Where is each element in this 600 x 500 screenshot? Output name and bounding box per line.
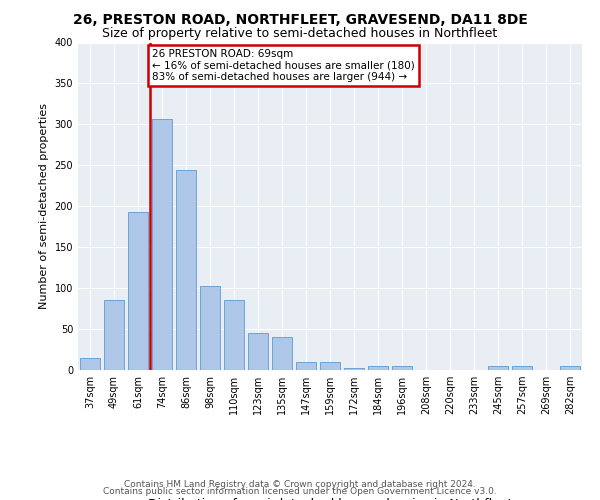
Bar xyxy=(296,362,316,370)
Bar xyxy=(80,358,100,370)
Bar xyxy=(152,118,172,370)
Bar xyxy=(248,333,268,370)
Text: Contains HM Land Registry data © Crown copyright and database right 2024.: Contains HM Land Registry data © Crown c… xyxy=(124,480,476,489)
Text: 26, PRESTON ROAD, NORTHFLEET, GRAVESEND, DA11 8DE: 26, PRESTON ROAD, NORTHFLEET, GRAVESEND,… xyxy=(73,12,527,26)
Bar xyxy=(488,366,508,370)
Text: Contains public sector information licensed under the Open Government Licence v3: Contains public sector information licen… xyxy=(103,487,497,496)
Text: Size of property relative to semi-detached houses in Northfleet: Size of property relative to semi-detach… xyxy=(103,28,497,40)
Text: 26 PRESTON ROAD: 69sqm
← 16% of semi-detached houses are smaller (180)
83% of se: 26 PRESTON ROAD: 69sqm ← 16% of semi-det… xyxy=(152,49,415,82)
Bar xyxy=(104,300,124,370)
Bar xyxy=(392,366,412,370)
Bar xyxy=(368,366,388,370)
X-axis label: Distribution of semi-detached houses by size in Northfleet: Distribution of semi-detached houses by … xyxy=(148,498,512,500)
Bar xyxy=(224,300,244,370)
Bar xyxy=(320,362,340,370)
Bar xyxy=(128,212,148,370)
Bar xyxy=(512,366,532,370)
Bar xyxy=(344,368,364,370)
Bar xyxy=(560,366,580,370)
Bar xyxy=(176,170,196,370)
Bar xyxy=(200,286,220,370)
Bar xyxy=(272,337,292,370)
Y-axis label: Number of semi-detached properties: Number of semi-detached properties xyxy=(39,104,49,309)
